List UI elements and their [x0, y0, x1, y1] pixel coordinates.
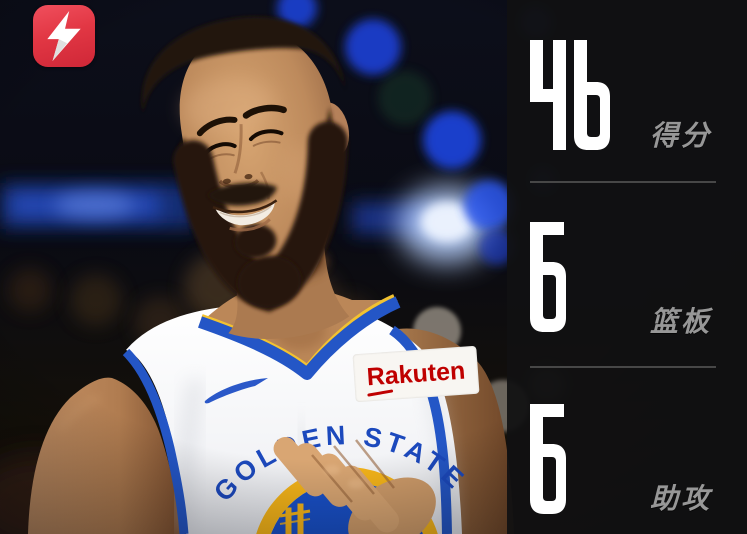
divider	[530, 366, 716, 368]
stat-points-value	[530, 40, 610, 150]
stat-rebounds-label: 篮板	[649, 306, 712, 337]
brand-badge	[33, 5, 95, 67]
stat-points-label: 得分	[649, 120, 712, 151]
stat-assists-label: 助攻	[649, 483, 712, 514]
sponsor-wordmark: Rakuten	[365, 356, 467, 391]
divider	[530, 181, 716, 183]
lightning-bolt-icon	[47, 11, 81, 61]
stat-rebounds-value	[530, 222, 566, 332]
sponsor-patch: Rakuten	[352, 345, 480, 403]
stats-panel: 得分 篮板 助攻	[507, 0, 747, 534]
stat-assists-value	[530, 404, 566, 514]
